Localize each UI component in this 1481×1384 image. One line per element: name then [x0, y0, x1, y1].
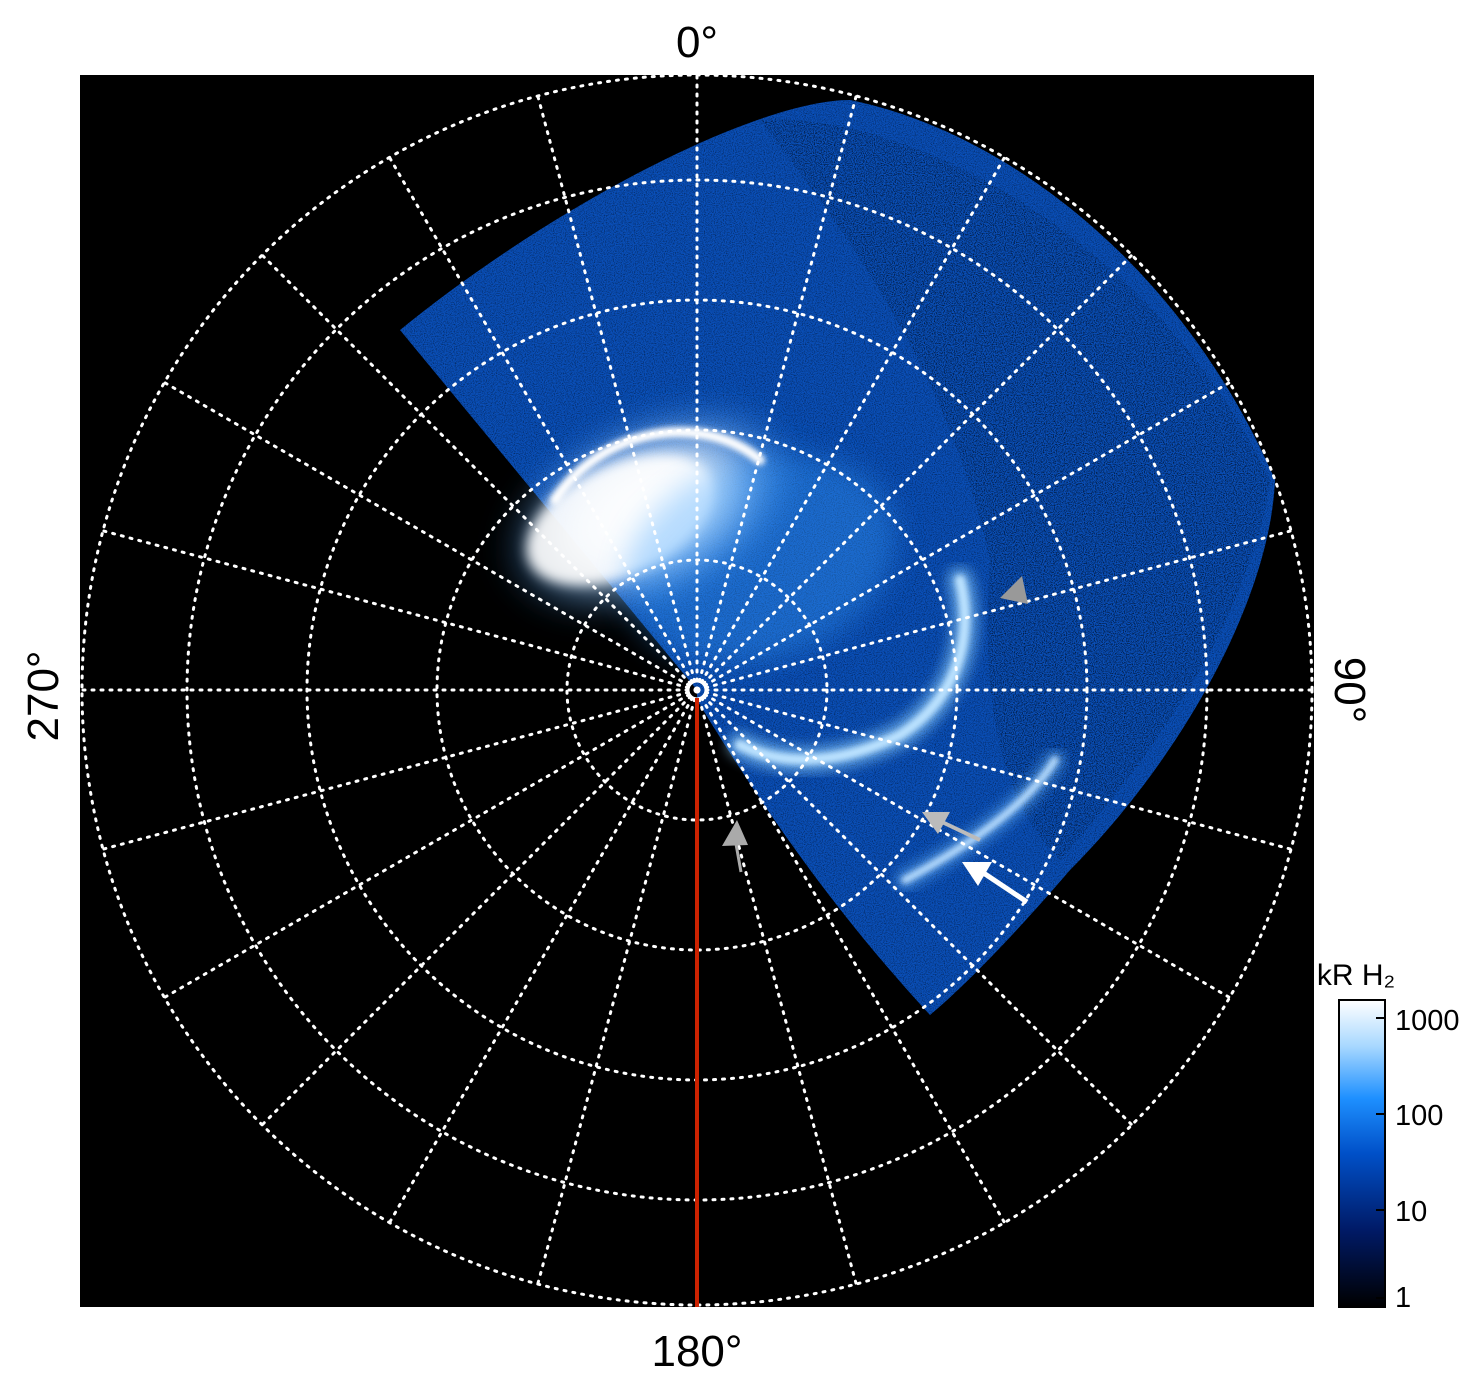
- meridian-line: [695, 155, 1006, 692]
- gray-arrow-lower-left: [722, 820, 748, 873]
- meridian-line: [695, 688, 1134, 1127]
- meridian-line: [260, 688, 699, 1127]
- meridian-line: [695, 381, 1232, 692]
- arrow-markers: [722, 576, 1029, 905]
- meridian-line: [695, 94, 858, 692]
- gray-arrow-right: [922, 812, 981, 842]
- meridian-line: [536, 688, 699, 1286]
- label-left: 270°: [19, 650, 68, 741]
- secondary-arc-halo: [895, 750, 1065, 890]
- meridian-line: [162, 381, 699, 692]
- meridian-lines: [80, 75, 1314, 1307]
- colorbar-tick-100: 100: [1395, 1100, 1443, 1132]
- label-top: 0°: [676, 18, 718, 67]
- meridian-line: [695, 688, 1293, 851]
- colorbar-tick-10: 10: [1395, 1196, 1427, 1228]
- meridian-line: [536, 94, 699, 692]
- meridian-line: [695, 529, 1293, 692]
- speckle-dark: [760, 119, 1270, 860]
- gray-arrow-upper: [1000, 576, 1028, 604]
- meridian-line: [695, 688, 858, 1286]
- auroral-main-oval-halo: [727, 567, 978, 773]
- meridian-line: [695, 688, 1006, 1225]
- meridian-line: [695, 253, 1134, 692]
- meridian-line: [101, 529, 699, 692]
- meridian-line: [260, 253, 699, 692]
- meridian-line: [101, 688, 699, 851]
- colorbar-gradient: [1338, 999, 1386, 1308]
- meridian-line: [388, 155, 699, 692]
- white-arrow: [962, 862, 1029, 905]
- label-right: 90°: [1325, 657, 1374, 724]
- inner-blue-band: [624, 454, 896, 666]
- meridian-line: [162, 688, 699, 999]
- meridian-line: [388, 688, 699, 1225]
- colorbar-tick-1: 1: [1395, 1282, 1411, 1314]
- colorbar-title: kR H₂: [1317, 959, 1395, 992]
- label-bottom: 180°: [651, 1327, 742, 1376]
- colorbar-major-ticks: [1376, 1017, 1385, 1299]
- colorbar: kR H₂ 1000 100 10 1: [1317, 959, 1460, 1314]
- colorbar-tick-1000: 1000: [1395, 1005, 1460, 1037]
- meridian-line: [695, 688, 1232, 999]
